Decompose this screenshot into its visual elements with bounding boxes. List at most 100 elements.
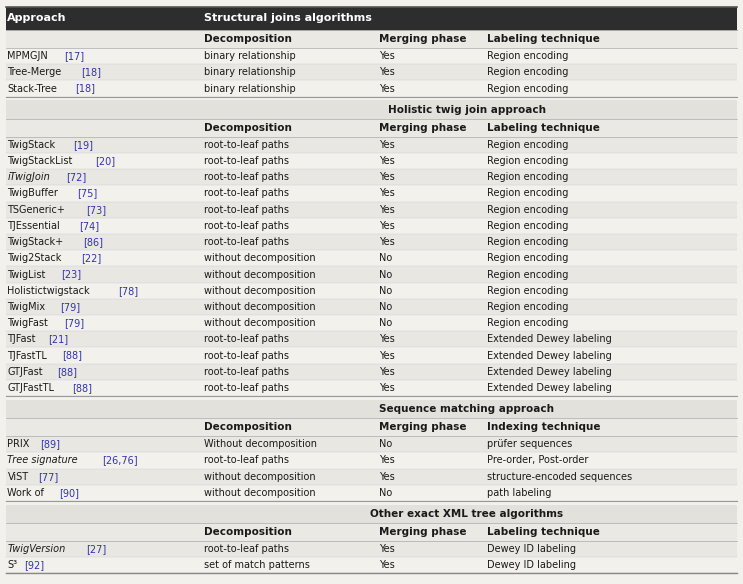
Text: Region encoding: Region encoding [487, 237, 568, 247]
Text: root-to-leaf paths: root-to-leaf paths [204, 172, 289, 182]
Text: [73]: [73] [86, 204, 106, 215]
Text: without decomposition: without decomposition [204, 253, 316, 263]
Text: Decomposition: Decomposition [204, 422, 292, 432]
Text: Yes: Yes [379, 367, 395, 377]
Text: Region encoding: Region encoding [487, 286, 568, 296]
Bar [6, 266, 737, 283]
Text: Extended Dewey labeling: Extended Dewey labeling [487, 383, 611, 393]
Text: Decomposition: Decomposition [204, 527, 292, 537]
Text: Dewey ID labeling: Dewey ID labeling [487, 561, 576, 571]
Text: Other exact XML tree algorithms: Other exact XML tree algorithms [371, 509, 563, 519]
Bar [6, 299, 737, 315]
Text: Work of: Work of [7, 488, 45, 498]
Text: Yes: Yes [379, 472, 395, 482]
Text: binary relationship: binary relationship [204, 84, 296, 93]
Text: No: No [379, 318, 392, 328]
Text: [17]: [17] [64, 51, 84, 61]
Text: Yes: Yes [379, 561, 395, 571]
Text: Yes: Yes [379, 383, 395, 393]
Text: Yes: Yes [379, 156, 395, 166]
Text: TwigStack: TwigStack [7, 140, 56, 150]
Text: [88]: [88] [62, 350, 82, 360]
Text: Yes: Yes [379, 350, 395, 360]
Text: TJFastTL: TJFastTL [7, 350, 48, 360]
Text: Merging phase: Merging phase [379, 34, 467, 44]
Text: Extended Dewey labeling: Extended Dewey labeling [487, 350, 611, 360]
Text: structure-encoded sequences: structure-encoded sequences [487, 472, 632, 482]
Text: Sequence matching approach: Sequence matching approach [380, 404, 554, 414]
Text: TwigVersion: TwigVersion [7, 544, 65, 554]
Text: without decomposition: without decomposition [204, 472, 316, 482]
Text: without decomposition: without decomposition [204, 269, 316, 280]
Text: Yes: Yes [379, 84, 395, 93]
Text: [20]: [20] [96, 156, 116, 166]
Text: ViST: ViST [7, 472, 28, 482]
Bar [6, 7, 737, 30]
Text: without decomposition: without decomposition [204, 302, 316, 312]
Bar [6, 364, 737, 380]
Bar [6, 81, 737, 97]
Text: Yes: Yes [379, 67, 395, 77]
Text: Region encoding: Region encoding [487, 221, 568, 231]
Text: without decomposition: without decomposition [204, 286, 316, 296]
Text: MPMGJN: MPMGJN [7, 51, 48, 61]
Text: without decomposition: without decomposition [204, 488, 316, 498]
Text: without decomposition: without decomposition [204, 318, 316, 328]
Text: S³: S³ [7, 561, 18, 571]
Text: Labeling technique: Labeling technique [487, 123, 600, 133]
Text: Region encoding: Region encoding [487, 67, 568, 77]
Text: No: No [379, 286, 392, 296]
Text: [88]: [88] [57, 367, 77, 377]
Text: root-to-leaf paths: root-to-leaf paths [204, 335, 289, 345]
Bar [6, 119, 737, 137]
Text: Region encoding: Region encoding [487, 204, 568, 215]
Text: [74]: [74] [80, 221, 100, 231]
Text: Holistic twig join approach: Holistic twig join approach [388, 105, 546, 114]
Text: binary relationship: binary relationship [204, 51, 296, 61]
Bar [6, 250, 737, 266]
Bar [6, 331, 737, 347]
Text: TwigList: TwigList [7, 269, 46, 280]
Text: TJEssential: TJEssential [7, 221, 60, 231]
Text: set of match patterns: set of match patterns [204, 561, 310, 571]
Text: [77]: [77] [39, 472, 59, 482]
Text: root-to-leaf paths: root-to-leaf paths [204, 237, 289, 247]
Text: Yes: Yes [379, 140, 395, 150]
Text: Region encoding: Region encoding [487, 302, 568, 312]
Text: root-to-leaf paths: root-to-leaf paths [204, 221, 289, 231]
Text: TwigBuffer: TwigBuffer [7, 189, 58, 199]
Bar [6, 97, 737, 100]
Text: root-to-leaf paths: root-to-leaf paths [204, 456, 289, 465]
Text: Extended Dewey labeling: Extended Dewey labeling [487, 367, 611, 377]
Text: Yes: Yes [379, 544, 395, 554]
Text: root-to-leaf paths: root-to-leaf paths [204, 383, 289, 393]
Text: Approach: Approach [7, 13, 67, 23]
Text: [22]: [22] [81, 253, 102, 263]
Text: Pre-order, Post-order: Pre-order, Post-order [487, 456, 588, 465]
Text: Region encoding: Region encoding [487, 189, 568, 199]
Text: Yes: Yes [379, 221, 395, 231]
Text: Without decomposition: Without decomposition [204, 439, 317, 449]
Bar [6, 315, 737, 331]
Text: Twig2Stack: Twig2Stack [7, 253, 62, 263]
Text: Indexing technique: Indexing technique [487, 422, 600, 432]
Text: Merging phase: Merging phase [379, 527, 467, 537]
Text: [18]: [18] [81, 67, 101, 77]
Bar [6, 64, 737, 81]
Text: [79]: [79] [60, 302, 80, 312]
Bar [6, 100, 737, 119]
Text: TJFast: TJFast [7, 335, 36, 345]
Text: Holistictwigstack: Holistictwigstack [7, 286, 90, 296]
Text: prüfer sequences: prüfer sequences [487, 439, 572, 449]
Text: Dewey ID labeling: Dewey ID labeling [487, 544, 576, 554]
Text: Decomposition: Decomposition [204, 123, 292, 133]
Text: root-to-leaf paths: root-to-leaf paths [204, 350, 289, 360]
Bar [6, 468, 737, 485]
Text: GTJFastTL: GTJFastTL [7, 383, 54, 393]
Text: [21]: [21] [48, 335, 68, 345]
Text: TwigFast: TwigFast [7, 318, 48, 328]
Text: [26,76]: [26,76] [103, 456, 138, 465]
Text: [72]: [72] [66, 172, 86, 182]
Bar [6, 505, 737, 523]
Text: root-to-leaf paths: root-to-leaf paths [204, 189, 289, 199]
